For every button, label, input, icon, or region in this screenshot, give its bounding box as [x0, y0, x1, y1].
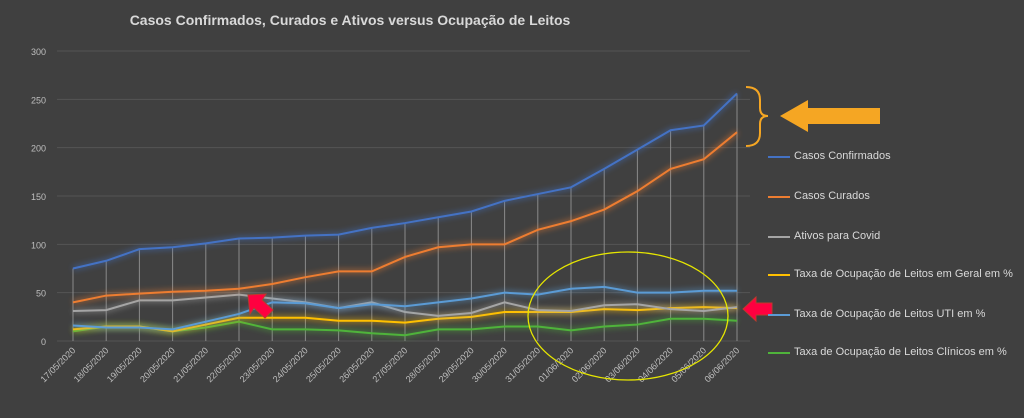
y-tick-label: 0 [41, 337, 46, 347]
series-line-4 [72, 285, 737, 331]
y-tick-label: 250 [31, 95, 46, 105]
chart-title: Casos Confirmados, Curados e Ativos vers… [129, 12, 571, 28]
legend-item: Taxa de Ocupação de Leitos Clínicos em % [768, 346, 1018, 358]
legend-item: Taxa de Ocupação de Leitos em Geral em % [768, 268, 1018, 280]
legend-swatch [768, 274, 790, 276]
series-line-0 [72, 92, 738, 270]
red-arrow-icon [742, 295, 773, 323]
legend-swatch [768, 314, 790, 316]
x-tick-label: 06/06/2020 [702, 345, 741, 384]
highlight-ellipse [527, 251, 729, 381]
legend-label: Ativos para Covid [794, 230, 881, 242]
y-tick-label: 100 [31, 240, 46, 250]
legend-swatch [768, 196, 790, 198]
y-tick-label: 300 [31, 47, 46, 57]
legend-swatch [768, 236, 790, 238]
legend-item: Casos Curados [768, 190, 1018, 202]
series-line-1 [72, 131, 738, 304]
y-tick-label: 150 [31, 192, 46, 202]
legend-swatch [768, 352, 790, 354]
legend-swatch [768, 156, 790, 158]
legend-label: Taxa de Ocupação de Leitos em Geral em % [794, 268, 1013, 280]
legend-label: Casos Confirmados [794, 150, 891, 162]
legend-label: Taxa de Ocupação de Leitos Clínicos em % [794, 346, 1007, 358]
legend-label: Taxa de Ocupação de Leitos UTI em % [794, 308, 986, 320]
legend-label: Casos Curados [794, 190, 870, 202]
y-tick-label: 200 [31, 144, 46, 154]
y-tick-label: 50 [36, 289, 46, 299]
series-line-2 [72, 293, 738, 317]
legend-item: Taxa de Ocupação de Leitos UTI em % [768, 308, 1018, 320]
legend-item: Casos Confirmados [768, 150, 1018, 162]
orange-brace [745, 86, 769, 147]
red-arrow-icon [247, 293, 274, 319]
orange-arrow-icon [780, 100, 880, 132]
legend-item: Ativos para Covid [768, 230, 1018, 242]
